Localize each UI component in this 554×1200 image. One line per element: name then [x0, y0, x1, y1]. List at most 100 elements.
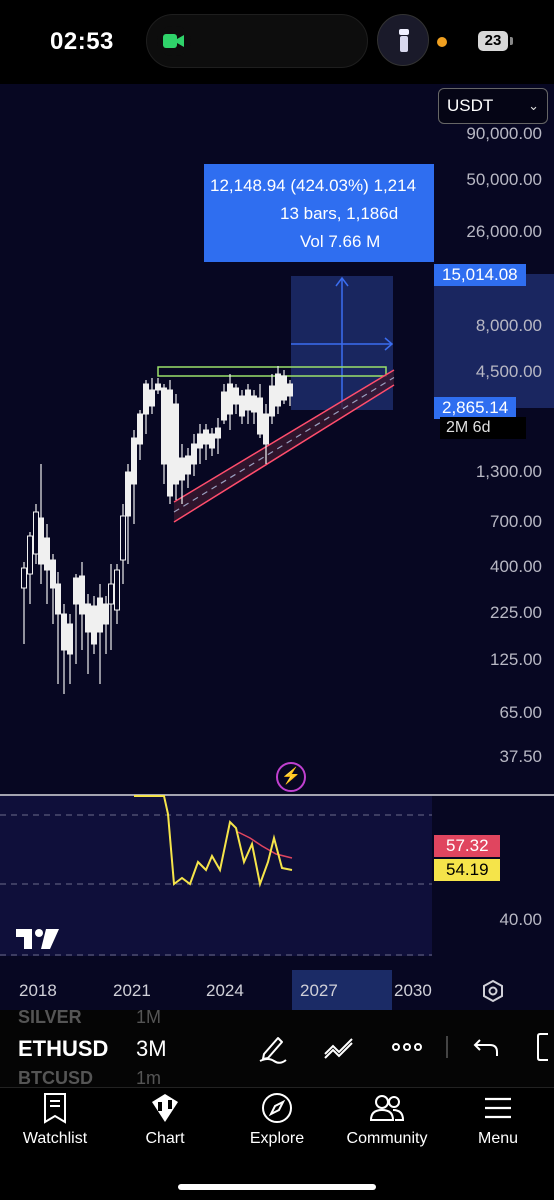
measure-bars: 13 bars, 1,186d	[280, 204, 399, 223]
candle-body	[275, 373, 281, 407]
tab-label: Community	[346, 1130, 428, 1147]
price-chart[interactable]	[0, 84, 554, 1010]
target-price-tag: 15,014.08	[434, 264, 526, 286]
candle-body	[44, 537, 50, 571]
indicator-signal-value: 57.32	[434, 835, 500, 857]
bottom-tab-bar: Watchlist Chart Explore Community Me	[0, 1088, 554, 1200]
chart-icon	[152, 1094, 178, 1122]
symbol-toolbar[interactable]: SILVER 1M ETHUSD 3M BTCUSD 1m	[0, 1010, 554, 1088]
candle-body	[73, 577, 79, 605]
menu-icon	[485, 1097, 511, 1119]
candle-body	[197, 433, 203, 449]
candle-body	[173, 403, 179, 485]
candle-body	[215, 427, 221, 439]
currency-value: USDT	[447, 96, 494, 115]
candle-body	[233, 387, 239, 405]
candle-body	[239, 395, 245, 417]
price-label: 225.00	[490, 603, 542, 622]
tab-watchlist[interactable]: Watchlist	[14, 1092, 96, 1148]
x-axis-label: 2024	[206, 981, 244, 1000]
price-label: 37.50	[499, 747, 542, 766]
measure-change: 12,148.94 (424.03%) 1,214	[210, 176, 417, 195]
x-axis-label: 2021	[113, 981, 151, 1000]
symbol-selector[interactable]: ETHUSD	[18, 1036, 109, 1061]
candle-body	[137, 413, 143, 445]
candle-body	[103, 603, 109, 625]
trend-tools-icon[interactable]	[322, 1030, 356, 1069]
price-label: 125.00	[490, 650, 542, 669]
measure-volume: Vol 7.66 M	[300, 232, 381, 251]
candle-body	[281, 375, 287, 401]
fullscreen-icon[interactable]	[532, 1030, 554, 1069]
toolbar-divider	[446, 1036, 448, 1058]
candle-body	[167, 389, 173, 497]
candle-body	[67, 623, 73, 655]
candle-body	[149, 389, 155, 407]
candle-body	[143, 383, 149, 415]
draw-pen-icon[interactable]	[256, 1030, 290, 1069]
projection-price-band	[434, 274, 554, 408]
more-options-icon[interactable]	[390, 1030, 424, 1069]
price-label: 400.00	[490, 557, 542, 576]
price-label: 1,300.00	[475, 462, 542, 481]
candle-body	[257, 397, 263, 435]
x-axis-label: 2018	[19, 981, 57, 1000]
price-label: 4,500.00	[475, 362, 542, 381]
candle-body	[263, 413, 269, 445]
candle-body	[191, 443, 197, 465]
faint-interval-above[interactable]: 1M	[136, 1010, 162, 1027]
tab-menu[interactable]: Menu	[468, 1092, 528, 1148]
status-time: 02:53	[50, 28, 114, 55]
candle-body	[85, 603, 91, 633]
candle-body	[50, 559, 56, 589]
tab-chart[interactable]: Chart	[130, 1092, 200, 1148]
interval-selector[interactable]: 3M	[136, 1036, 167, 1061]
indicator-signal-line	[237, 831, 293, 859]
candlestick-series	[21, 366, 293, 694]
candle-body	[203, 429, 209, 445]
flashlight-icon[interactable]	[377, 14, 429, 66]
watchlist-icon	[44, 1093, 66, 1124]
tab-label: Menu	[477, 1130, 519, 1147]
chart-area[interactable]: USDT ⌄ 90,000.00 50,000.00 26,000.00 8,0…	[0, 84, 554, 1010]
recording-dot-icon	[437, 37, 447, 47]
undo-icon[interactable]	[470, 1030, 504, 1069]
faint-interval-below[interactable]: 1m	[136, 1068, 162, 1088]
candle-body	[21, 567, 27, 589]
candle-body	[269, 385, 275, 417]
candle-body	[131, 437, 137, 485]
tab-label: Explore	[249, 1130, 305, 1147]
candle-body	[33, 511, 39, 555]
candle-body	[97, 597, 103, 633]
candle-body	[108, 583, 114, 605]
candle-body	[27, 535, 33, 575]
tab-community[interactable]: Community	[338, 1092, 436, 1148]
candle-body	[185, 455, 191, 475]
candle-body	[245, 389, 251, 411]
candle-body	[125, 471, 131, 517]
candle-body	[61, 613, 67, 651]
tab-label: Watchlist	[22, 1130, 88, 1147]
settings-hexagon-icon[interactable]	[481, 979, 505, 1008]
price-label: 8,000.00	[475, 316, 542, 335]
measure-tooltip[interactable]: 12,148.94 (424.03%) 1,214 13 bars, 1,186…	[204, 164, 434, 262]
price-label: 700.00	[490, 512, 542, 531]
candle-body	[155, 383, 161, 391]
x-axis-label: 2030	[394, 981, 432, 1000]
faint-symbol-above[interactable]: SILVER	[18, 1010, 82, 1027]
indicator-pane	[0, 796, 432, 956]
community-icon	[369, 1095, 405, 1121]
price-label: 90,000.00	[466, 124, 542, 143]
price-label: 26,000.00	[466, 222, 542, 241]
home-indicator[interactable]	[178, 1184, 376, 1190]
faint-symbol-below[interactable]: BTCUSD	[18, 1068, 93, 1088]
dynamic-island[interactable]	[146, 14, 368, 68]
candle-body	[221, 391, 227, 421]
video-camera-icon	[157, 26, 191, 56]
candle-body	[287, 383, 293, 397]
battery-nub	[510, 37, 513, 45]
tab-explore[interactable]: Explore	[240, 1092, 314, 1148]
lightning-icon[interactable]: ⚡	[276, 762, 306, 792]
currency-select[interactable]: USDT ⌄	[438, 88, 548, 124]
candle-body	[79, 575, 85, 615]
